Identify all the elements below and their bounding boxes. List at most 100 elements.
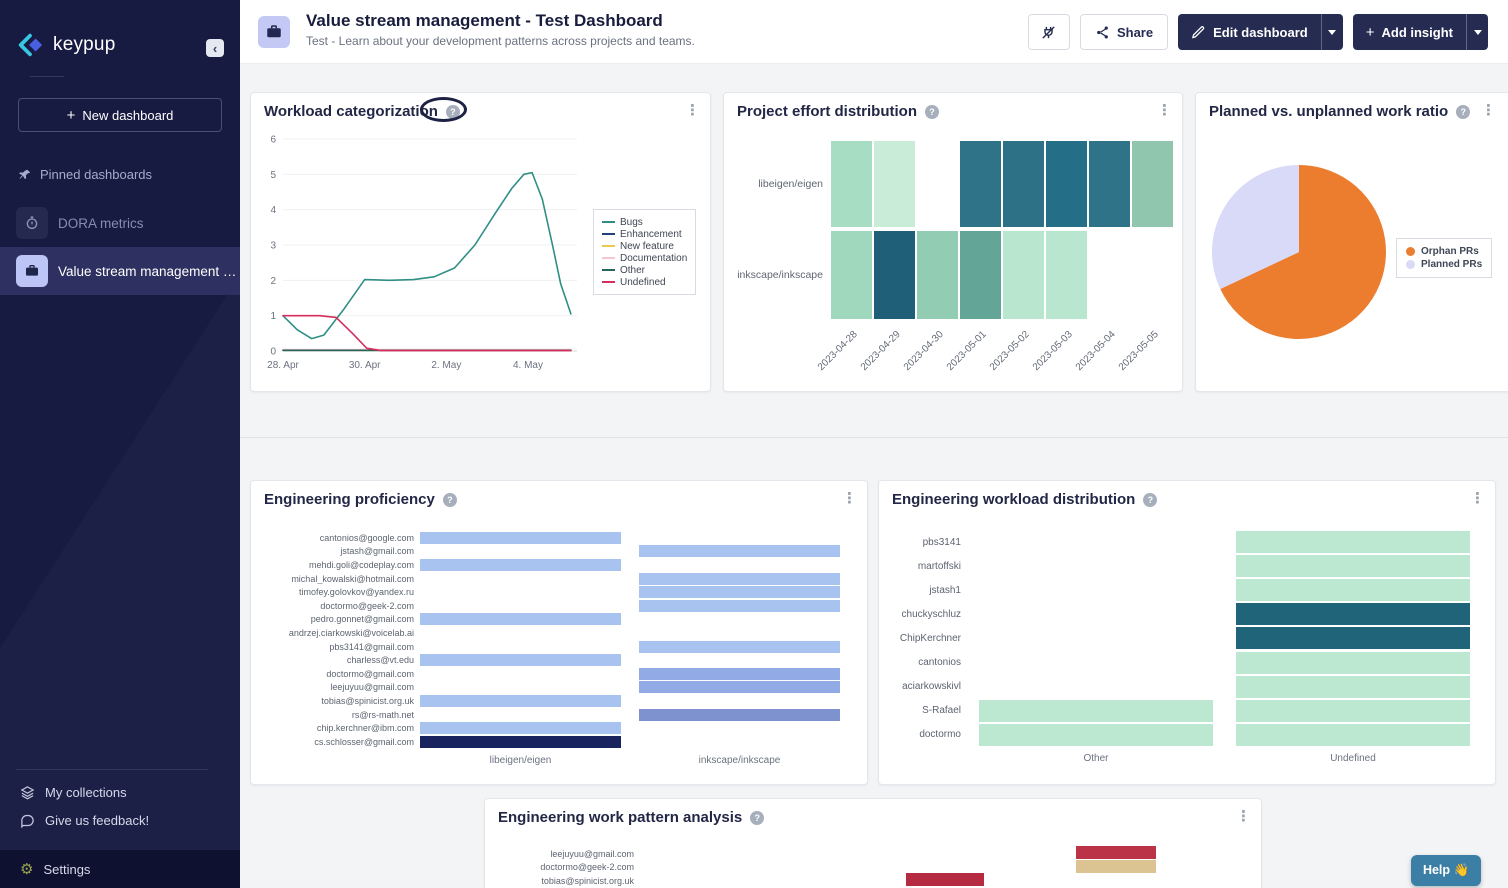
bar bbox=[639, 572, 840, 585]
feedback-item[interactable]: Give us feedback! bbox=[0, 806, 240, 834]
matrix-row: andrzej.ciarkowski@voicelab.ai bbox=[263, 626, 840, 640]
card-planned-vs-unplanned: Planned vs. unplanned work ratio ? ⋮ Orp… bbox=[1195, 92, 1508, 392]
heatmap-cell bbox=[874, 231, 915, 319]
kebab-menu-icon[interactable]: ⋮ bbox=[1481, 102, 1496, 119]
card-header: Engineering workload distribution ? ⋮ bbox=[879, 481, 1495, 517]
help-button[interactable]: Help 👋 bbox=[1411, 855, 1481, 886]
kebab-menu-icon[interactable]: ⋮ bbox=[842, 490, 857, 507]
add-insight-caret-button[interactable] bbox=[1466, 14, 1488, 50]
heatmap-cell bbox=[874, 141, 915, 227]
heatmap-cell bbox=[1132, 141, 1173, 227]
bar bbox=[1236, 531, 1470, 554]
bar bbox=[1236, 579, 1470, 602]
help-icon[interactable]: ? bbox=[750, 811, 765, 825]
legend-item: Documentation bbox=[602, 252, 687, 264]
main-area: Value stream management - Test Dashboard… bbox=[240, 0, 1508, 888]
matrix-cell bbox=[979, 578, 1213, 602]
row-label: doctormo@geek-2.com bbox=[320, 600, 414, 611]
divider bbox=[16, 769, 208, 770]
matrix-row: rs@rs-math.net bbox=[263, 708, 840, 722]
row-label: pbs3141@gmail.com bbox=[329, 641, 414, 652]
row-label: inkscape/inkscape bbox=[737, 269, 823, 281]
card-project-effort-distribution: Project effort distribution ? ⋮ libeigen… bbox=[723, 92, 1183, 392]
pinned-dashboards-header: Pinned dashboards bbox=[18, 167, 152, 182]
help-icon[interactable]: ? bbox=[1456, 105, 1471, 119]
matrix-row: cantonios@google.com bbox=[263, 531, 840, 545]
heatmap-cell bbox=[1046, 231, 1087, 319]
legend-swatch bbox=[1406, 260, 1415, 269]
help-icon[interactable]: ? bbox=[925, 105, 939, 119]
matrix-cell bbox=[420, 694, 621, 708]
row-label: cantonios bbox=[918, 657, 961, 669]
legend-label: Enhancement bbox=[620, 228, 682, 240]
page-titles: Value stream management - Test Dashboard… bbox=[306, 10, 695, 48]
matrix-cell bbox=[639, 735, 840, 749]
pie-slice-orphan-prs bbox=[1220, 165, 1387, 339]
help-icon[interactable]: ? bbox=[442, 493, 457, 507]
matrix-row: tobias@spinicist.org.uk bbox=[263, 694, 840, 708]
engineering-workload-chart: pbs3141 martoffski jstash1 chuckyschluz Chip… bbox=[879, 517, 1495, 784]
matrix-cell bbox=[420, 681, 621, 695]
kebab-menu-icon[interactable]: ⋮ bbox=[1236, 808, 1251, 825]
matrix-cell bbox=[420, 585, 621, 599]
bar bbox=[639, 586, 840, 599]
stopwatch-icon bbox=[26, 216, 38, 229]
legend-label: Planned PRs bbox=[1421, 259, 1483, 270]
heatmap-cell bbox=[831, 231, 872, 319]
dashboard-content: Workload categorization ? ⋮ Bugs Enhancem… bbox=[240, 64, 1508, 888]
pin-icon bbox=[19, 169, 31, 179]
matrix-cell bbox=[1236, 675, 1470, 699]
sidebar-item-value-stream-management[interactable]: Value stream management -... bbox=[0, 247, 240, 295]
heatmap-cell bbox=[1089, 141, 1130, 227]
edit-dashboard-caret-button[interactable] bbox=[1320, 14, 1343, 50]
kebab-menu-icon[interactable]: ⋮ bbox=[685, 102, 700, 119]
row-label: pbs3141 bbox=[922, 536, 961, 548]
settings-item[interactable]: ⚙ Settings bbox=[0, 850, 240, 888]
card-title: Engineering work pattern analysis bbox=[498, 809, 743, 826]
help-icon[interactable]: ? bbox=[445, 105, 460, 119]
matrix-cell bbox=[420, 667, 621, 681]
bar bbox=[420, 531, 621, 544]
add-insight-button[interactable]: + Add insight bbox=[1352, 14, 1466, 50]
card-title: Workload categorization bbox=[264, 103, 438, 120]
legend-label: New feature bbox=[620, 240, 674, 252]
matrix-row: leejuyuu@gmail.com bbox=[263, 681, 840, 695]
sidebar-collapse-button[interactable]: ‹ bbox=[206, 39, 224, 57]
bar bbox=[639, 545, 840, 558]
svg-text:5: 5 bbox=[270, 170, 276, 181]
matrix-row: pedro.gonnet@gmail.com bbox=[263, 613, 840, 627]
kebab-menu-icon[interactable]: ⋮ bbox=[1470, 490, 1485, 507]
bar bbox=[639, 681, 840, 694]
kebab-menu-icon[interactable]: ⋮ bbox=[1157, 102, 1172, 119]
share-button[interactable]: Share bbox=[1079, 14, 1169, 50]
matrix-cell bbox=[639, 721, 840, 735]
matrix-row: pbs3141 bbox=[891, 530, 1470, 554]
new-dashboard-button[interactable]: + New dashboard bbox=[18, 98, 222, 132]
planned-pie-plot bbox=[1212, 165, 1387, 339]
matrix-cell bbox=[979, 602, 1213, 626]
sidebar-item-dora-metrics[interactable]: DORA metrics bbox=[0, 199, 240, 247]
matrix-row: charless@vt.edu bbox=[263, 653, 840, 667]
matrix-row: michal_kowalski@hotmail.com bbox=[263, 572, 840, 586]
matrix-cell bbox=[639, 531, 840, 545]
pinned-dashboards-label: Pinned dashboards bbox=[40, 167, 153, 182]
card-engineering-work-pattern: Engineering work pattern analysis ? ⋮ le… bbox=[484, 798, 1262, 888]
legend-swatch bbox=[602, 233, 615, 235]
bar bbox=[979, 699, 1213, 722]
edit-dashboard-button[interactable]: Edit dashboard bbox=[1178, 14, 1321, 50]
card-header: Project effort distribution ? ⋮ bbox=[724, 93, 1182, 129]
matrix-cell bbox=[639, 572, 840, 586]
app-logo[interactable]: keypup bbox=[16, 31, 115, 59]
heatmap-cell bbox=[1003, 231, 1044, 319]
svg-text:3: 3 bbox=[270, 241, 276, 252]
divider bbox=[30, 76, 64, 77]
my-collections-item[interactable]: My collections bbox=[0, 778, 240, 806]
disconnect-button[interactable] bbox=[1027, 14, 1070, 50]
bar bbox=[1076, 859, 1156, 873]
workload-categorization-chart: Bugs Enhancement New feature Documentation O… bbox=[251, 129, 710, 391]
help-icon[interactable]: ? bbox=[1143, 493, 1158, 507]
matrix-row: timofey.golovkov@yandex.ru bbox=[263, 585, 840, 599]
svg-text:30. Apr: 30. Apr bbox=[349, 360, 381, 371]
my-collections-label: My collections bbox=[45, 784, 127, 800]
matrix-cell bbox=[639, 694, 840, 708]
